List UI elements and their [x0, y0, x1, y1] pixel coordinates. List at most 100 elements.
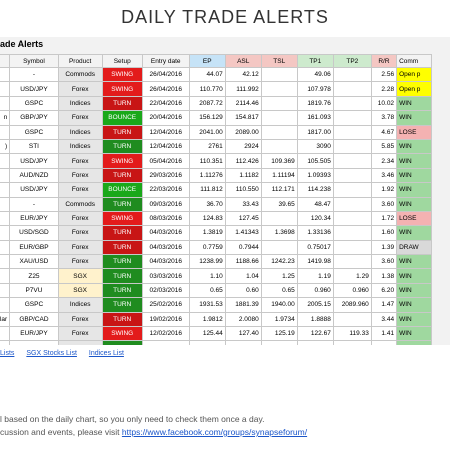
- cell-symbol: GBP/CAD: [9, 311, 59, 328]
- cell-product: Forex: [57, 81, 103, 97]
- cell-asl: 2924: [224, 138, 262, 155]
- cell-rr: 3.60: [370, 196, 398, 212]
- cell-tp1: 2005.15: [296, 297, 334, 313]
- cell-comment: Open p: [396, 81, 432, 97]
- cell-ep: 2761: [188, 138, 226, 155]
- cell-entry-date: 19/02/2016: [141, 311, 190, 328]
- cell-tsl: [260, 210, 298, 227]
- cell-tp1: 107.978: [296, 81, 334, 97]
- cell-asl: 154.817: [224, 110, 262, 126]
- cell-comment: WIN: [396, 311, 432, 328]
- cell-tsl: 1940.00: [260, 297, 298, 313]
- cell-symbol: STI: [9, 138, 59, 155]
- table-row: GSPC Indices TURN 12/04/2016 2041.00 2089.00 1…: [0, 124, 432, 140]
- cell-tp1: 1.8888: [296, 311, 334, 328]
- cell-setup: TURN: [101, 95, 143, 112]
- cell-tp2: [332, 254, 372, 270]
- cell-symbol: EUR/GBP: [9, 239, 59, 256]
- cell-entry-date: 04/03/2016: [141, 239, 190, 256]
- header-symbol: Symbol: [9, 54, 59, 68]
- table-row: Z25 SGX TURN 03/03/2016 1.10 1.04 1.25 1.19 1.29…: [0, 268, 432, 284]
- cell-comment: WIN: [396, 326, 432, 342]
- cell-rr: 2.28: [370, 81, 398, 97]
- cell-setup: SWING: [101, 210, 143, 227]
- cell-comment: WIN: [396, 153, 432, 169]
- cell-rr: 3.44: [370, 311, 398, 328]
- tab-lists[interactable]: Lists: [0, 350, 15, 357]
- cell-rr: 3.78: [370, 110, 398, 126]
- cell-comment: LOSE: [396, 210, 432, 227]
- cell-entry-date: 12/02/2016: [141, 326, 190, 342]
- cell-product: Indices: [57, 95, 103, 112]
- cell-ep: 111.812: [188, 182, 226, 198]
- cell-asl: 127.45: [224, 210, 262, 227]
- row-name: [0, 95, 11, 112]
- row-name: [0, 124, 11, 140]
- cell-ep: 110.351: [188, 153, 226, 169]
- cell-comment: WIN: [396, 95, 432, 112]
- cell-rr: 2.56: [370, 66, 398, 83]
- cell-ep: 44.07: [188, 66, 226, 83]
- cell-comment: DRAW: [396, 239, 432, 256]
- cell-symbol: AUD/NZD: [9, 167, 59, 184]
- cell-tp2: [332, 340, 372, 345]
- table-row: AUD/NZD Forex TURN 29/03/2016 1.11276 1.1182 1…: [0, 167, 432, 184]
- cell-tp2: [332, 95, 372, 112]
- cell-tp2: 1.29: [332, 268, 372, 284]
- cell-tp1: 1.09393: [296, 167, 334, 184]
- forum-link[interactable]: https://www.facebook.com/groups/synapsef…: [121, 427, 308, 437]
- cell-entry-date: 22/04/2016: [141, 95, 190, 112]
- cell-tp2: [332, 167, 372, 184]
- table-row: EUR/GBP Forex TURN 04/03/2016 0.7759 0.7944 0.…: [0, 239, 432, 256]
- row-name: ollar: [0, 311, 11, 328]
- cell-tp1: 1.33136: [296, 225, 334, 241]
- header-tsl: TSL: [260, 54, 298, 68]
- cell-entry-date: 25/02/2016: [141, 297, 190, 313]
- cell-product: Indices: [57, 297, 103, 313]
- cell-setup: BOUNCE: [101, 110, 143, 126]
- row-name: [0, 153, 11, 169]
- cell-symbol: Z25: [9, 268, 59, 284]
- cell-product: SGX: [57, 282, 103, 299]
- cell-entry-date: 26/04/2016: [141, 81, 190, 97]
- header-tp1: TP1: [296, 54, 334, 68]
- cell-rr: 5.85: [370, 138, 398, 155]
- tab-indices-list[interactable]: Indices List: [88, 350, 124, 357]
- cell-tsl: 1242.23: [260, 254, 298, 270]
- cell-symbol: GSPC: [9, 124, 59, 140]
- cell-tsl: 0.65: [260, 282, 298, 299]
- row-name: [0, 167, 11, 184]
- cell-setup: TURN: [101, 268, 143, 284]
- cell-setup: TURN: [101, 254, 143, 270]
- cell-comment: WIN: [396, 196, 432, 212]
- cell-entry-date: 20/04/2016: [141, 110, 190, 126]
- cell-tp2: [332, 239, 372, 256]
- cell-setup: TURN: [101, 297, 143, 313]
- cell-rr: 1.60: [370, 225, 398, 241]
- cell-comment: WIN: [396, 167, 432, 184]
- cell-product: Forex: [57, 225, 103, 241]
- cell-asl: 33.43: [224, 196, 262, 212]
- row-name: [0, 66, 11, 83]
- cell-asl: 2114.46: [224, 95, 262, 112]
- table-row: USD/JPY Forex SWING 26/04/2016 110.770 111.99…: [0, 81, 432, 97]
- cell-asl: 112.426: [224, 153, 262, 169]
- tab-sgx-stocks-list[interactable]: SGX Stocks List: [26, 350, 77, 357]
- list-tabs: Lists SGX Stocks List Indices List: [0, 350, 134, 357]
- cell-ep: 1.11276: [188, 167, 226, 184]
- cell-tp1: 120.34: [296, 210, 334, 227]
- cell-tsl: 1.11194: [260, 167, 298, 184]
- cell-ep: 1931.53: [188, 297, 226, 313]
- cell-symbol: USD/JPY: [9, 182, 59, 198]
- cell-ep: 0.7759: [188, 239, 226, 256]
- cell-symbol: EUR/JPY: [9, 210, 59, 227]
- cell-setup: SWING: [101, 81, 143, 97]
- cell-entry-date: 04/03/2016: [141, 254, 190, 270]
- table-row: EUR/JPY Forex SWING 12/02/2016 125.44 127.40 1…: [0, 326, 432, 342]
- header-tp2: TP2: [332, 54, 372, 68]
- cell-tp1: 3090: [296, 138, 334, 155]
- cell-ep: 1238.99: [188, 254, 226, 270]
- row-name: [0, 182, 11, 198]
- cell-tp2: 119.33: [332, 326, 372, 342]
